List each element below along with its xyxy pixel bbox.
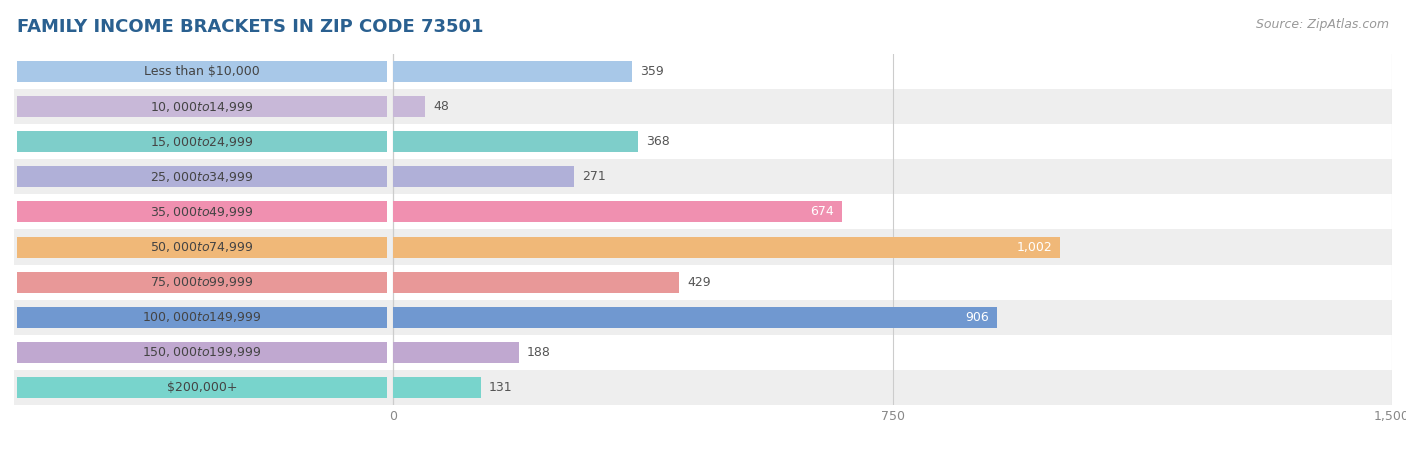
- Bar: [14, 54, 1392, 89]
- Bar: [14, 265, 1392, 300]
- Text: $200,000+: $200,000+: [167, 381, 238, 394]
- Text: 674: 674: [810, 206, 834, 218]
- Text: 359: 359: [640, 65, 664, 78]
- Bar: [14, 159, 1392, 194]
- Text: 48: 48: [433, 100, 450, 113]
- Bar: [14, 335, 1392, 370]
- Text: $25,000 to $34,999: $25,000 to $34,999: [150, 170, 254, 184]
- Bar: [17, 131, 387, 152]
- Bar: [394, 166, 574, 187]
- Text: Source: ZipAtlas.com: Source: ZipAtlas.com: [1256, 18, 1389, 31]
- Bar: [17, 377, 387, 398]
- Text: 429: 429: [688, 276, 710, 288]
- Bar: [394, 377, 481, 398]
- Bar: [14, 230, 1392, 265]
- Bar: [17, 61, 387, 82]
- Bar: [17, 342, 387, 363]
- Bar: [394, 202, 842, 222]
- Bar: [14, 194, 1392, 230]
- Bar: [14, 89, 1392, 124]
- Text: $150,000 to $199,999: $150,000 to $199,999: [142, 345, 262, 360]
- Bar: [394, 237, 1060, 257]
- Bar: [394, 272, 679, 292]
- Bar: [14, 300, 1392, 335]
- Text: $100,000 to $149,999: $100,000 to $149,999: [142, 310, 262, 324]
- Text: 271: 271: [582, 171, 606, 183]
- Bar: [394, 131, 638, 152]
- Text: $35,000 to $49,999: $35,000 to $49,999: [150, 205, 254, 219]
- Text: 906: 906: [965, 311, 988, 324]
- Text: 188: 188: [527, 346, 551, 359]
- Text: Less than $10,000: Less than $10,000: [145, 65, 260, 78]
- Bar: [17, 166, 387, 187]
- Text: $75,000 to $99,999: $75,000 to $99,999: [150, 275, 254, 289]
- Text: $50,000 to $74,999: $50,000 to $74,999: [150, 240, 254, 254]
- Bar: [17, 307, 387, 328]
- Text: 368: 368: [647, 135, 671, 148]
- Bar: [14, 124, 1392, 159]
- Bar: [17, 237, 387, 257]
- Bar: [14, 370, 1392, 405]
- Bar: [17, 202, 387, 222]
- Bar: [394, 61, 633, 82]
- Text: FAMILY INCOME BRACKETS IN ZIP CODE 73501: FAMILY INCOME BRACKETS IN ZIP CODE 73501: [17, 18, 484, 36]
- Text: $15,000 to $24,999: $15,000 to $24,999: [150, 135, 254, 149]
- Text: $10,000 to $14,999: $10,000 to $14,999: [150, 99, 254, 114]
- Bar: [17, 96, 387, 117]
- Bar: [394, 342, 519, 363]
- Bar: [394, 96, 426, 117]
- Bar: [394, 307, 997, 328]
- Text: 1,002: 1,002: [1017, 241, 1053, 253]
- Text: 131: 131: [489, 381, 512, 394]
- Bar: [17, 272, 387, 292]
